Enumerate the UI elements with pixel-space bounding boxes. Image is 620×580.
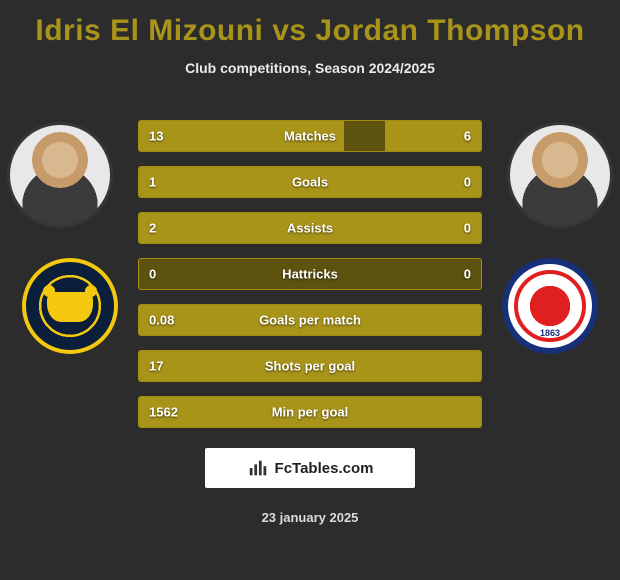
stat-value-left: 1562 — [149, 405, 178, 420]
stat-row: 2 0 Assists — [138, 212, 482, 244]
stat-value-right: 0 — [464, 267, 471, 282]
stat-value-left: 0 — [149, 267, 156, 282]
stat-value-left: 1 — [149, 175, 156, 190]
player-left-portrait — [10, 125, 110, 225]
stat-row: 1 0 Goals — [138, 166, 482, 198]
branding-box: FcTables.com — [205, 448, 415, 488]
stat-value-left: 0.08 — [149, 313, 174, 328]
stat-row: 0 0 Hattricks — [138, 258, 482, 290]
stat-row: 0.08 Goals per match — [138, 304, 482, 336]
stat-value-left: 2 — [149, 221, 156, 236]
club-left-logo — [22, 258, 118, 354]
stat-label: Hattricks — [282, 267, 338, 282]
stats-bar-chart: 13 6 Matches 1 0 Goals 2 0 Assists 0 0 Hattricks 0.0… — [138, 120, 482, 442]
club-right-logo — [502, 258, 598, 354]
stat-row: 17 Shots per goal — [138, 350, 482, 382]
stat-value-right: 6 — [464, 129, 471, 144]
player-right-portrait — [510, 125, 610, 225]
stat-row: 13 6 Matches — [138, 120, 482, 152]
stat-label: Goals per match — [259, 313, 361, 328]
page-subtitle: Club competitions, Season 2024/2025 — [0, 60, 620, 76]
stat-value-right: 0 — [464, 175, 471, 190]
stat-label: Matches — [284, 129, 336, 144]
stat-value-left: 13 — [149, 129, 163, 144]
stat-label: Min per goal — [272, 405, 349, 420]
stat-label: Assists — [287, 221, 333, 236]
stat-label: Shots per goal — [265, 359, 355, 374]
bar-chart-icon — [247, 457, 269, 479]
date-stamp: 23 january 2025 — [0, 510, 620, 525]
stat-value-left: 17 — [149, 359, 163, 374]
stat-label: Goals — [292, 175, 328, 190]
branding-text: FcTables.com — [275, 460, 374, 477]
page-title: Idris El Mizouni vs Jordan Thompson — [0, 0, 620, 48]
stat-row: 1562 Min per goal — [138, 396, 482, 428]
stat-value-right: 0 — [464, 221, 471, 236]
